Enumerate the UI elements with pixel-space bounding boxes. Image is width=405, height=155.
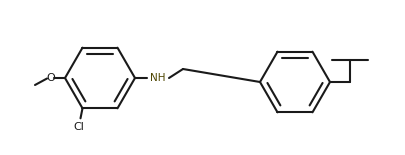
Text: Cl: Cl bbox=[73, 122, 84, 132]
Text: O: O bbox=[47, 73, 55, 83]
Text: NH: NH bbox=[149, 73, 165, 83]
